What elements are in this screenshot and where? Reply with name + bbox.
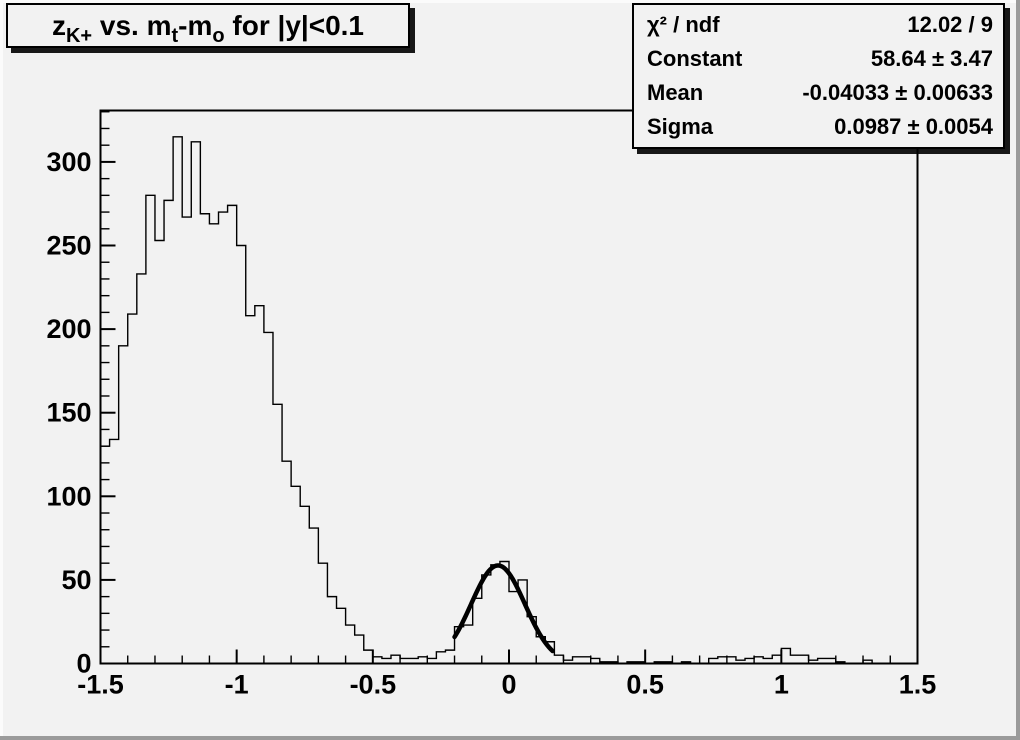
title-subscript: K+ (65, 24, 93, 47)
y-axis-tick-label: 50 (61, 565, 91, 595)
stats-label: Mean (647, 80, 704, 105)
x-axis-tick-label: 0 (501, 670, 516, 700)
y-axis-tick-label: 0 (76, 649, 91, 679)
stats-value: 0.0987 ± 0.0054 (834, 114, 993, 139)
stats-row-sigma: Sigma 0.0987 ± 0.0054 (634, 114, 1003, 140)
title-part: vs. m (92, 9, 172, 41)
title-part: -m (178, 9, 213, 41)
histogram-line (99, 136, 918, 665)
stats-row-constant: Constant 58.64 ± 3.47 (634, 46, 1003, 72)
y-axis-tick-label: 250 (46, 231, 91, 261)
stats-value: 58.64 ± 3.47 (870, 46, 993, 71)
title-subscript: t (171, 24, 179, 47)
canvas-bevel-bottom (0, 736, 1020, 740)
stats-value: -0.04033 ± 0.00633 (802, 80, 993, 105)
stats-box: χ² / ndf 12.02 / 9 Constant 58.64 ± 3.47… (632, 3, 1005, 149)
y-axis-tick-label: 300 (46, 147, 91, 177)
y-axis-tick-label: 100 (46, 481, 91, 511)
x-axis-tick-label: 1 (774, 670, 789, 700)
stats-label: Constant (647, 46, 743, 71)
title-box: zK+ vs. mt-mo for |y|<0.1 (6, 3, 410, 48)
stats-label: χ² / ndf (647, 12, 720, 37)
canvas-bevel-right (1016, 0, 1020, 740)
x-axis-tick-label: -1 (225, 670, 249, 700)
title-part: z (51, 9, 66, 41)
canvas-bevel-top (0, 0, 1020, 3)
fit-curve (452, 563, 555, 654)
x-axis-tick-label: 0.5 (626, 670, 664, 700)
canvas-bevel-left (0, 0, 3, 740)
stats-row-chi2-ndf: χ² / ndf 12.02 / 9 (634, 12, 1003, 38)
stats-label: Sigma (647, 114, 714, 139)
stats-row-mean: Mean -0.04033 ± 0.00633 (634, 80, 1003, 106)
plot-title: zK+ vs. mt-mo for |y|<0.1 (51, 9, 365, 46)
title-subscript: o (212, 24, 225, 47)
y-axis-tick-label: 150 (46, 398, 91, 428)
x-axis-tick-label: -1.5 (77, 670, 124, 700)
x-axis-tick-label: -0.5 (350, 670, 397, 700)
title-part: for |y|<0.1 (224, 9, 365, 41)
x-axis-tick-label: 1.5 (899, 670, 937, 700)
stats-value: 12.02 / 9 (907, 12, 993, 37)
y-axis-tick-label: 200 (46, 314, 91, 344)
